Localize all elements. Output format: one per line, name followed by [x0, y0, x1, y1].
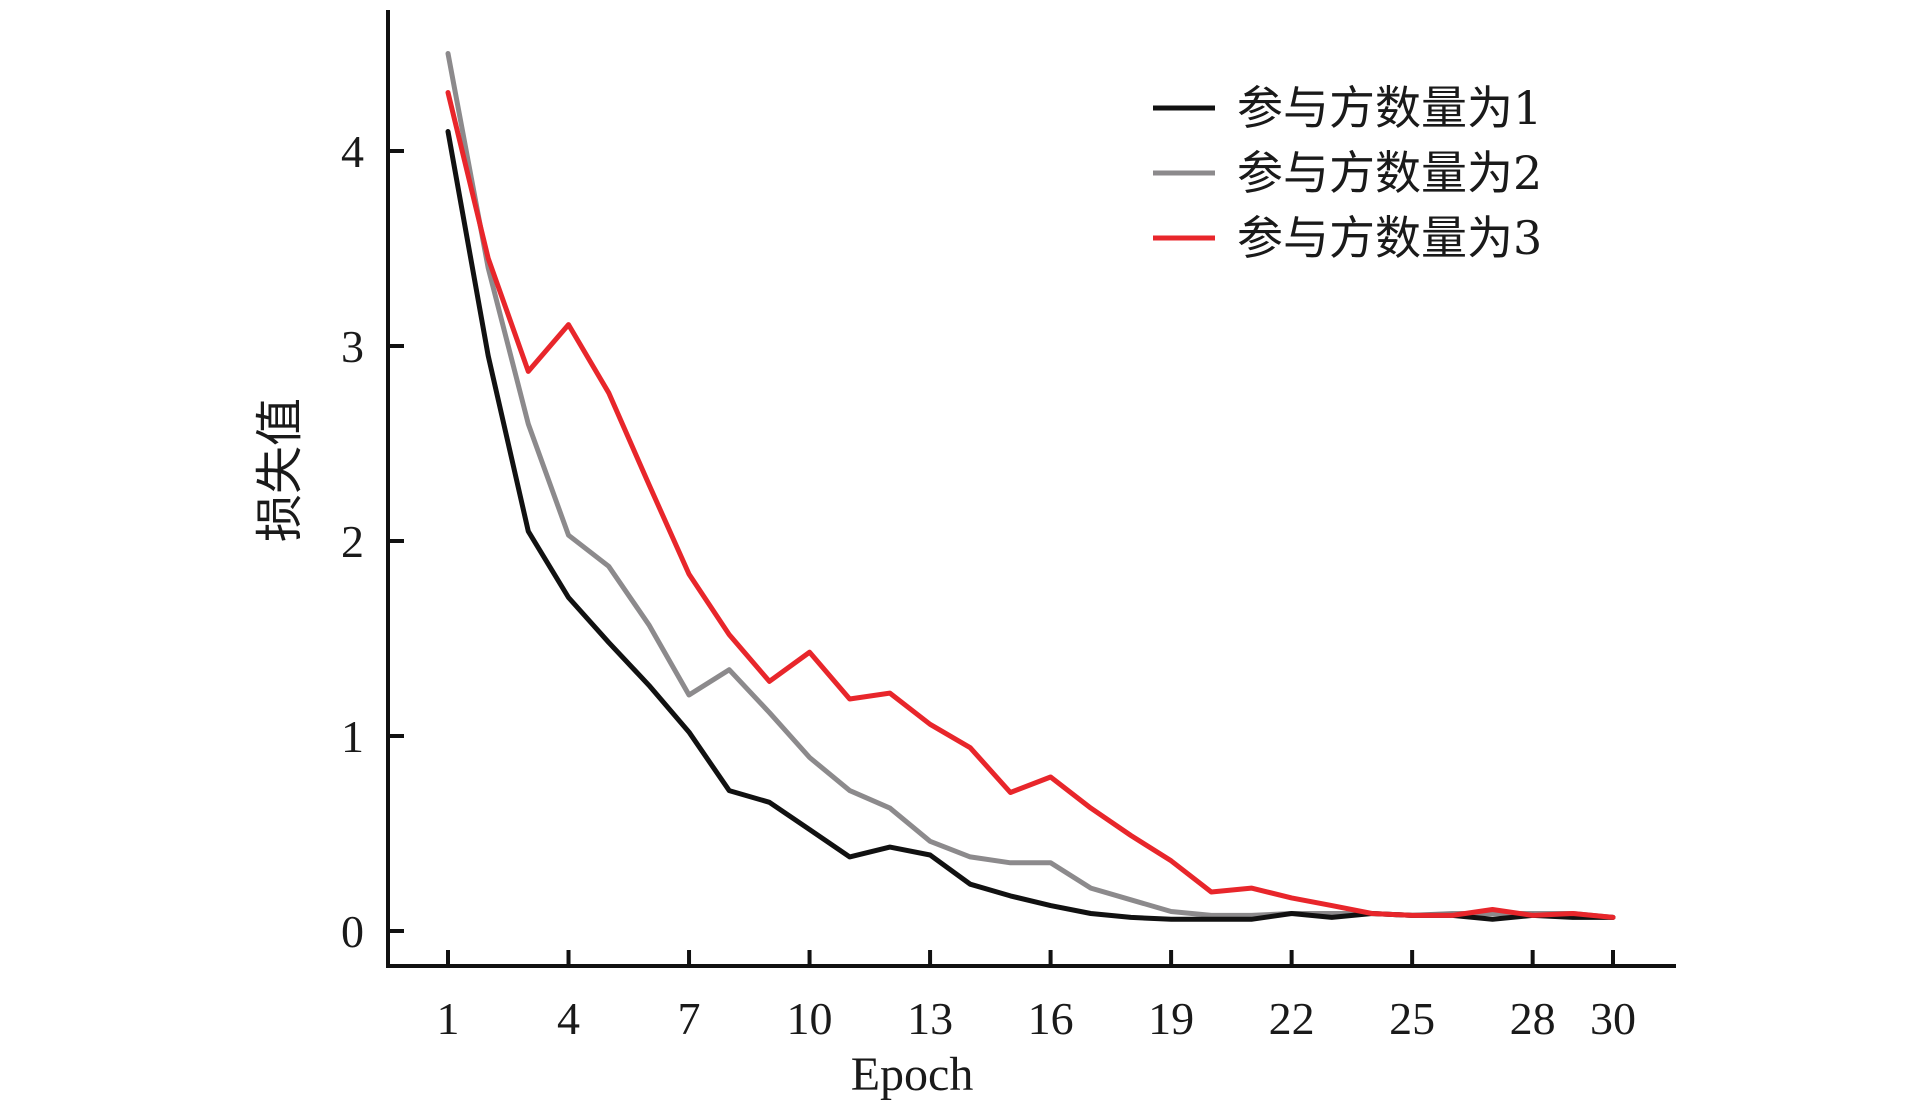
x-tick-label: 4: [557, 993, 580, 1044]
y-tick-label: 4: [341, 126, 364, 177]
x-tick-label: 25: [1389, 993, 1435, 1044]
y-axis-title: 损失值: [254, 398, 307, 542]
x-tick-label: 28: [1510, 993, 1556, 1044]
x-axis-title: Epoch: [851, 1048, 974, 1101]
x-tick-label: 30: [1590, 993, 1636, 1044]
legend-label-2: 参与方数量为2: [1237, 146, 1542, 200]
y-tick-label: 3: [341, 321, 364, 372]
legend: 参与方数量为1 参与方数量为2 参与方数量为3: [1153, 81, 1542, 265]
x-tick-label: 10: [787, 993, 833, 1044]
y-tick-label: 1: [341, 711, 364, 762]
y-ticks: 0 1 2 3 4: [341, 126, 404, 957]
y-tick-label: 2: [341, 516, 364, 567]
series-line-3: [445, 90, 1616, 920]
x-tick-label: 7: [678, 993, 701, 1044]
legend-label-3: 参与方数量为3: [1237, 211, 1542, 265]
series-lines: [445, 51, 1616, 922]
axes: [386, 10, 1676, 968]
x-tick-label: 1: [437, 993, 460, 1044]
y-tick-label: 0: [341, 906, 364, 957]
x-ticks: 1 4 7 10 13 16 19 22 25 28 30: [437, 950, 1636, 1044]
x-tick-label: 16: [1028, 993, 1074, 1044]
x-tick-label: 22: [1269, 993, 1315, 1044]
legend-label-1: 参与方数量为1: [1237, 81, 1542, 135]
x-tick-label: 13: [907, 993, 953, 1044]
x-tick-label: 19: [1148, 993, 1194, 1044]
